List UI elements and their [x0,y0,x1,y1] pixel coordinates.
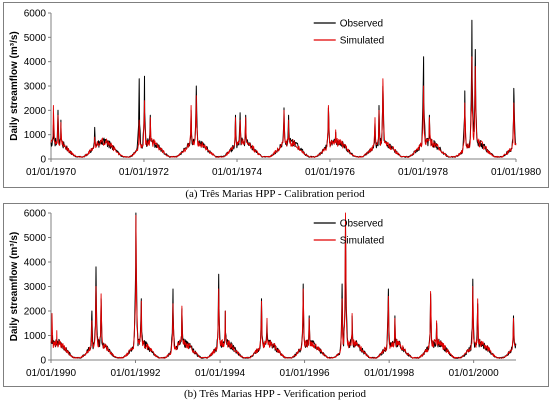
series-line-observed [50,212,517,359]
y-tick-label: 3000 [24,282,47,293]
y-tick-label: 5000 [24,33,47,44]
x-tick-label: 01/01/1992 [110,368,160,379]
y-tick-label: 3000 [24,82,47,93]
legend-label-observed: Observed [340,19,383,30]
y-tick-label: 1000 [24,130,47,141]
y-tick-label: 2000 [24,106,47,117]
x-tick-label: 01/01/1996 [280,368,330,379]
y-tick-label: 4000 [24,57,47,68]
y-tick-label: 0 [40,356,46,367]
panel-b-frame: 0 1000 2000 3000 4000 5000 6000 01/01/1990 01/01… [3,203,549,387]
calibration-chart: 0 1000 2000 3000 4000 5000 6000 01/01/1970 01/01… [9,9,541,179]
y-tick-label: 6000 [24,9,47,20]
y-tick-label: 2000 [24,307,47,318]
x-tick-label: 01/01/1994 [195,368,245,379]
series-line-simulated [50,212,517,359]
x-tick-label: 01/01/1998 [364,368,414,379]
y-tick-label: 4000 [24,258,47,269]
x-tick-label: 01/01/1972 [119,167,169,178]
x-tick-label: 01/01/1978 [398,167,448,178]
legend-label-simulated: Simulated [340,236,384,247]
x-tick-label: 01/01/1976 [305,167,355,178]
panel-a-frame: 0 1000 2000 3000 4000 5000 6000 01/01/1970 01/01… [3,2,549,188]
caption-b: (b) Três Marias HPP - Verification perio… [183,388,367,400]
x-tick-label: 01/01/1974 [212,167,262,178]
x-tick-label: 01/01/1990 [26,368,76,379]
y-tick-label: 1000 [24,331,47,342]
y-axis-label: Daily streamflow (m³/s) [9,31,20,140]
x-tick-label: 01/01/2000 [449,368,499,379]
series-line-simulated [50,56,517,158]
y-tick-label: 5000 [24,233,47,244]
legend-label-observed: Observed [340,219,383,230]
legend-label-simulated: Simulated [340,36,384,47]
y-tick-label: 0 [40,155,46,166]
y-axis-label: Daily streamflow (m³/s) [9,232,20,341]
x-tick-label: 01/01/1970 [26,167,76,178]
y-tick-label: 6000 [24,209,47,220]
x-tick-label: 01/01/1980 [491,167,541,178]
caption-a: (a) Três Marias HPP - Calibration period [185,188,365,200]
verification-chart: 0 1000 2000 3000 4000 5000 6000 01/01/1990 01/01… [9,209,517,379]
